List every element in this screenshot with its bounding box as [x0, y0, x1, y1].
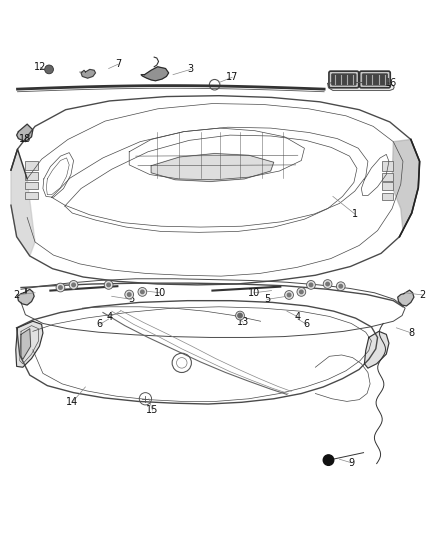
Text: 10: 10	[248, 288, 260, 298]
Text: 9: 9	[348, 458, 354, 468]
Polygon shape	[18, 289, 34, 305]
Circle shape	[323, 280, 332, 288]
Circle shape	[141, 290, 144, 294]
Circle shape	[56, 283, 65, 292]
Circle shape	[45, 65, 53, 74]
Polygon shape	[81, 69, 95, 78]
Text: 6: 6	[304, 319, 310, 329]
Polygon shape	[17, 124, 33, 142]
Polygon shape	[392, 140, 420, 237]
Text: 10: 10	[154, 288, 166, 298]
Polygon shape	[364, 332, 389, 368]
Polygon shape	[151, 154, 274, 182]
FancyBboxPatch shape	[25, 182, 38, 189]
Circle shape	[236, 311, 244, 320]
Text: 18: 18	[19, 134, 32, 144]
Text: 2: 2	[420, 290, 426, 300]
Circle shape	[336, 282, 345, 290]
FancyBboxPatch shape	[332, 74, 356, 85]
Circle shape	[307, 280, 315, 289]
Text: 17: 17	[226, 72, 238, 82]
Text: 6: 6	[97, 319, 103, 329]
Circle shape	[287, 293, 291, 297]
Circle shape	[107, 283, 110, 287]
Polygon shape	[141, 67, 169, 81]
Circle shape	[104, 280, 113, 289]
FancyBboxPatch shape	[329, 71, 359, 88]
Text: 7: 7	[115, 59, 121, 69]
FancyBboxPatch shape	[382, 161, 393, 171]
Polygon shape	[21, 329, 31, 359]
Text: 3: 3	[187, 64, 194, 75]
Text: 16: 16	[385, 77, 397, 87]
Circle shape	[72, 283, 75, 287]
FancyBboxPatch shape	[382, 193, 393, 200]
Polygon shape	[16, 321, 43, 367]
Circle shape	[285, 290, 293, 300]
Text: 5: 5	[128, 294, 134, 304]
FancyBboxPatch shape	[360, 71, 390, 88]
FancyBboxPatch shape	[25, 191, 38, 199]
Circle shape	[59, 286, 62, 289]
Circle shape	[323, 455, 334, 465]
Text: 15: 15	[146, 405, 159, 415]
Text: 5: 5	[264, 294, 270, 304]
Circle shape	[127, 293, 131, 296]
Circle shape	[339, 285, 343, 288]
FancyBboxPatch shape	[25, 172, 38, 180]
Text: 1: 1	[352, 209, 358, 219]
FancyBboxPatch shape	[362, 74, 388, 85]
FancyBboxPatch shape	[382, 182, 393, 190]
Text: 4: 4	[295, 312, 301, 322]
Polygon shape	[398, 290, 414, 306]
Text: 13: 13	[237, 317, 249, 327]
Polygon shape	[328, 83, 394, 91]
FancyBboxPatch shape	[382, 173, 393, 181]
Circle shape	[326, 282, 329, 286]
Circle shape	[309, 283, 313, 287]
Text: 4: 4	[106, 312, 113, 322]
FancyBboxPatch shape	[25, 160, 38, 170]
Text: 2: 2	[14, 290, 20, 300]
Circle shape	[138, 287, 147, 296]
Circle shape	[125, 290, 134, 299]
Circle shape	[69, 280, 78, 289]
Circle shape	[300, 290, 303, 294]
Text: 12: 12	[34, 62, 46, 72]
Text: 8: 8	[409, 328, 415, 338]
Text: 14: 14	[66, 397, 78, 407]
Polygon shape	[11, 149, 35, 256]
Circle shape	[297, 287, 306, 296]
Circle shape	[238, 313, 242, 318]
